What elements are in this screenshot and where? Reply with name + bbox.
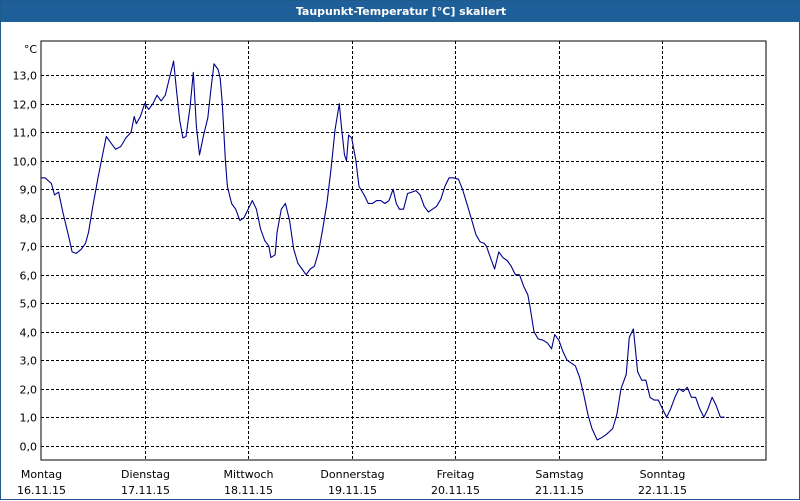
y-tick-label: 12,0	[13, 99, 38, 112]
y-tick-label: 3,0	[20, 355, 38, 368]
y-tick-label: 5,0	[20, 298, 38, 311]
x-tick-day-label: Sonntag	[640, 468, 686, 481]
dewpoint-line-chart: 0,0 1,0 2,0 3,0 4,0 5,0 6,0 7,0 8,0 9,0 10,0 11,0 12…	[13, 40, 767, 497]
y-tick-label: 7,0	[20, 241, 38, 254]
y-tick-label: 10,0	[13, 156, 38, 169]
y-axis-unit-label: °C	[24, 43, 38, 56]
chart-title: Taupunkt-Temperatur [°C] skaliert	[1, 1, 800, 22]
x-tick-day-label: Donnerstag	[320, 468, 384, 481]
x-tick-date-label: 22.11.15	[638, 484, 687, 497]
y-tick-label: 9,0	[20, 184, 38, 197]
y-tick-label: 0,0	[20, 441, 38, 454]
y-tick-label: 4,0	[20, 327, 38, 340]
x-tick-day-label: Freitag	[437, 468, 475, 481]
series-line-taupunkt	[41, 60, 725, 441]
x-tick-day-label: Samstag	[535, 468, 583, 481]
y-tick-label: 2,0	[20, 384, 38, 397]
plot-area	[40, 40, 767, 461]
x-tick-date-label: 17.11.15	[121, 484, 170, 497]
x-tick-date-label: 20.11.15	[431, 484, 480, 497]
x-tick-date-label: 16.11.15	[17, 484, 66, 497]
x-tick-day-label: Mittwoch	[224, 468, 274, 481]
y-tick-label: 1,0	[20, 412, 38, 425]
y-tick-label: 13,0	[13, 70, 38, 83]
y-tick-label: 8,0	[20, 213, 38, 226]
x-tick-date-label: 19.11.15	[328, 484, 377, 497]
y-tick-label: 6,0	[20, 270, 38, 283]
x-tick-date-label: 21.11.15	[535, 484, 584, 497]
y-tick-label: 11,0	[13, 127, 38, 140]
x-tick-day-label: Dienstag	[121, 468, 170, 481]
x-tick-date-label: 18.11.15	[224, 484, 273, 497]
x-tick-day-label: Montag	[21, 468, 62, 481]
